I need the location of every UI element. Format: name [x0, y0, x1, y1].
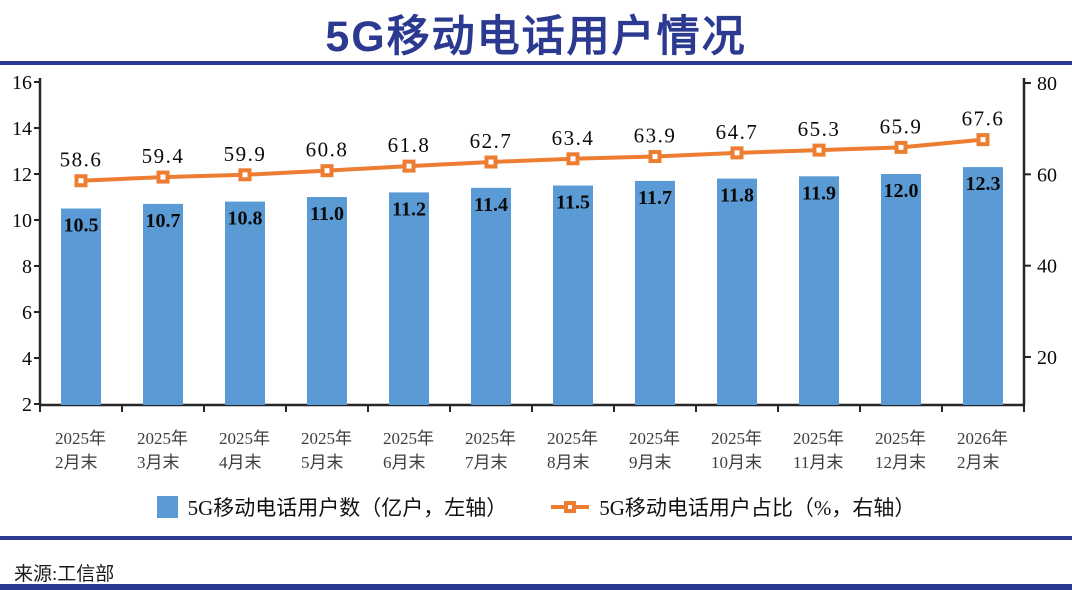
- left-tick-label: 2: [22, 394, 32, 416]
- x-category-label-line2: 5月末: [301, 453, 344, 472]
- line-marker-center: [242, 172, 248, 178]
- x-category-label-line2: 9月末: [629, 453, 672, 472]
- x-category-label-line2: 12月末: [875, 453, 926, 472]
- left-tick-label: 16: [12, 72, 32, 94]
- x-category-label-line1: 2026年: [957, 429, 1008, 448]
- line-value-label: 63.4: [552, 126, 595, 150]
- bar-value-label: 10.5: [64, 215, 99, 237]
- line-value-label: 58.6: [60, 148, 103, 172]
- bar-value-label: 11.0: [310, 203, 344, 225]
- x-category-label-line1: 2025年: [793, 429, 844, 448]
- line-legend-marker-icon: [551, 500, 590, 514]
- percentage-line: [80, 137, 984, 183]
- bar-value-label: 11.4: [474, 194, 508, 216]
- bar: [225, 201, 265, 405]
- x-category-label-line2: 2月末: [957, 453, 1000, 472]
- bar-value-label: 10.7: [146, 210, 181, 232]
- line-marker-center: [570, 156, 576, 162]
- bar-value-label: 11.8: [720, 185, 754, 207]
- line-value-label: 63.9: [634, 124, 677, 148]
- line-marker-center: [406, 163, 412, 169]
- bar-value-label: 12.0: [884, 180, 919, 202]
- title-divider: [0, 61, 1072, 65]
- line-marker-center: [980, 137, 986, 143]
- line-value-label: 59.4: [142, 144, 185, 168]
- bar: [635, 180, 675, 405]
- x-category-label-line1: 2025年: [875, 429, 926, 448]
- right-tick-label: 80: [1037, 73, 1057, 95]
- x-category-label-line2: 6月末: [383, 453, 426, 472]
- x-category-label-line1: 2025年: [465, 429, 516, 448]
- line-marker-center: [734, 150, 740, 156]
- bar: [389, 192, 429, 405]
- line-marker-center: [652, 154, 658, 160]
- left-tick-label: 10: [12, 210, 32, 232]
- x-category-label-line1: 2025年: [629, 429, 680, 448]
- legend: 5G移动电话用户数（亿户，左轴） 5G移动电话用户占比（%，右轴）: [0, 492, 1072, 522]
- line-marker-center: [160, 174, 166, 180]
- bar: [799, 176, 839, 405]
- x-category-label-line1: 2025年: [219, 429, 270, 448]
- line-marker-center: [78, 178, 84, 184]
- left-tick-label: 12: [12, 164, 32, 186]
- chart-canvas: 16 14 12 10 8 6 4 2 80 60 40 20 2025年 2月末 2025年 3月末 2025…: [12, 72, 1057, 472]
- x-category-label-line1: 2025年: [383, 429, 434, 448]
- bar: [471, 187, 511, 405]
- x-category-label-line2: 11月末: [793, 453, 843, 472]
- bottom-accent-bar: [0, 584, 1072, 590]
- bar-value-label: 11.2: [392, 198, 426, 220]
- bar-value-label: 12.3: [966, 173, 1001, 195]
- bar: [61, 208, 101, 405]
- footer-divider: [0, 536, 1072, 540]
- right-tick-label: 60: [1037, 164, 1057, 186]
- line-value-label: 67.6: [962, 107, 1005, 131]
- bar-legend-swatch-icon: [156, 496, 178, 518]
- left-tick-label: 6: [22, 302, 32, 324]
- x-category-label-line1: 2025年: [301, 429, 352, 448]
- bar-value-label: 10.8: [228, 208, 263, 230]
- line-marker-center: [898, 144, 904, 150]
- bar: [307, 197, 347, 405]
- bar-value-label: 11.9: [802, 182, 836, 204]
- bar: [881, 174, 921, 405]
- bar-value-label: 11.5: [556, 192, 590, 214]
- left-tick-label: 14: [12, 118, 32, 140]
- bar: [143, 203, 183, 405]
- line-value-label: 61.8: [388, 133, 431, 157]
- x-category-label-line1: 2025年: [711, 429, 762, 448]
- legend-label-share: 5G移动电话用户占比（%，右轴）: [599, 496, 916, 520]
- bar: [717, 178, 757, 405]
- x-category-label-line2: 7月末: [465, 453, 508, 472]
- line-value-label: 64.7: [716, 120, 759, 144]
- bar: [963, 167, 1003, 405]
- chart-title: 5G移动电话用户情况: [325, 13, 747, 61]
- left-tick-label: 4: [22, 348, 32, 370]
- source-label: 来源:工信部: [14, 564, 115, 585]
- line-marker-center: [816, 147, 822, 153]
- x-category-label-line2: 10月末: [711, 453, 762, 472]
- line-value-label: 59.9: [224, 142, 267, 166]
- right-tick-label: 40: [1037, 256, 1057, 278]
- x-category-label-line1: 2025年: [137, 429, 188, 448]
- x-category-label-line2: 4月末: [219, 453, 262, 472]
- x-category-label-line1: 2025年: [547, 429, 598, 448]
- legend-item-share: 5G移动电话用户占比（%，右轴）: [551, 492, 915, 522]
- legend-label-users: 5G移动电话用户数（亿户，左轴）: [187, 496, 508, 520]
- line-marker-center: [488, 159, 494, 165]
- line-value-label: 65.9: [880, 114, 923, 138]
- line-value-label: 60.8: [306, 138, 349, 162]
- line-value-label: 62.7: [470, 129, 513, 153]
- legend-item-users: 5G移动电话用户数（亿户，左轴）: [156, 492, 508, 522]
- left-tick-label: 8: [22, 256, 32, 278]
- right-tick-label: 20: [1037, 347, 1057, 369]
- x-category-label-line2: 3月末: [137, 453, 180, 472]
- x-category-label-line2: 2月末: [55, 453, 98, 472]
- bar: [553, 185, 593, 405]
- x-category-label-line1: 2025年: [55, 429, 106, 448]
- line-value-label: 65.3: [798, 117, 841, 141]
- x-category-label-line2: 8月末: [547, 453, 590, 472]
- line-marker-center: [324, 168, 330, 174]
- bar-value-label: 11.7: [638, 187, 672, 209]
